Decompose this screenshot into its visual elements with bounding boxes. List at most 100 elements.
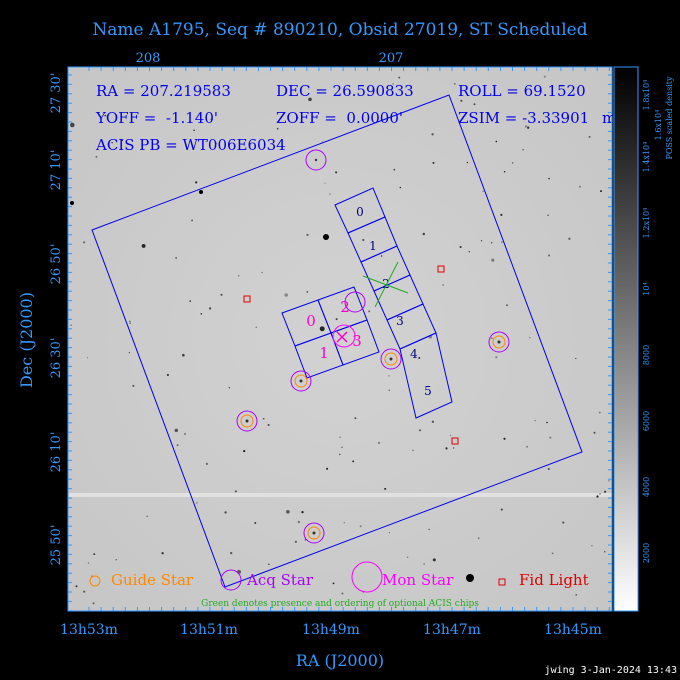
background-star [543,75,546,78]
ra-tick-label: 13h45m [544,622,602,638]
acq-star-marker [290,370,312,392]
ra-value: RA = 207.219583 [96,82,231,100]
acq-star-marker [344,291,366,313]
background-star [503,437,506,440]
guide-star-marker [384,352,398,366]
background-star [418,429,422,432]
background-star [562,521,565,524]
fid-light-marker [437,265,445,273]
legend-guide-label: Guide Star [111,571,194,589]
background-star [380,255,383,257]
background-star [359,525,362,528]
background-star [70,324,72,326]
guide-star-marker [240,414,254,428]
background-star [301,510,304,514]
dec-tick-label: 25 50' [49,525,64,566]
background-star [75,585,78,588]
background-star [392,83,394,85]
background-star [412,449,414,452]
background-star [339,453,341,456]
zoff-value: ZOFF = 0.0000' [276,109,403,127]
dec-tick-label: 27 30' [49,73,64,114]
background-star [284,293,288,297]
sky-scan-band [68,493,612,497]
background-star [308,97,312,102]
acis-i-chip-3 [330,319,380,366]
background-star [296,116,299,119]
ra-tick-label: 13h47m [423,622,481,638]
background-star [86,357,89,359]
colorbar-tick-label: 8000 [642,345,651,365]
background-star [547,214,549,217]
background-star [362,238,365,242]
background-stars [70,75,610,605]
background-star [146,515,148,517]
background-star [121,139,123,142]
background-star [104,114,107,117]
background-star [477,537,480,540]
background-star [234,490,237,493]
acq-stars [236,149,510,544]
background-star [377,441,381,445]
background-star [453,83,456,85]
background-star [243,450,246,453]
background-star [418,357,421,359]
background-star [141,243,146,248]
background-star [428,528,430,530]
background-star [195,181,198,184]
dec-tick-label: 26 10' [49,432,64,473]
background-star [210,118,212,121]
background-star [473,103,476,106]
zsim-value: ZSIM = -3.33901 [458,109,589,127]
background-star [548,177,550,180]
bright-star [199,190,203,194]
background-star [224,511,227,514]
background-star [546,421,548,424]
fid-lights [243,265,459,445]
legend-guide-icon [89,575,101,587]
background-star [398,76,401,79]
background-star [432,558,436,562]
background-star [70,122,75,128]
background-star [459,245,462,249]
background-star [93,553,96,556]
field-of-view-outline [91,94,583,588]
background-star [393,168,396,171]
background-star [522,149,524,151]
background-star [442,284,444,286]
bottom-axis-labels: 13h53m 13h51m 13h49m 13h47m 13h45m [60,622,602,638]
acq-star-marker [488,331,510,353]
background-star [604,490,607,493]
background-star [261,271,263,274]
dec-value: DEC = 26.590833 [276,82,414,100]
yoff-value: YOFF = -1.140' [95,109,218,127]
background-star [549,436,552,439]
background-star [335,318,338,321]
background-star [368,310,371,313]
background-star [276,127,279,130]
background-star [87,562,90,564]
background-star [548,254,551,257]
colorbar-title: POSS scaled density [665,76,674,160]
dec-axis-title: Dec (J2000) [17,292,36,388]
background-star [423,563,425,565]
acis-i-chip-label-1: 1 [319,344,329,362]
colorbar [613,66,639,612]
background-star [297,520,300,524]
background-star [511,162,514,164]
background-star [254,522,257,524]
background-star [166,373,169,377]
background-star [482,190,484,192]
background-star [596,495,599,498]
background-star [432,161,435,164]
colorbar-tick-label: 10⁴ [642,282,651,295]
aimpoint-marker [336,331,348,343]
background-star [82,241,86,244]
background-star [422,232,425,236]
background-star [111,141,113,144]
optional-chip-marker [362,261,409,308]
background-star [200,313,203,315]
background-star [547,467,550,471]
background-star [568,237,571,240]
